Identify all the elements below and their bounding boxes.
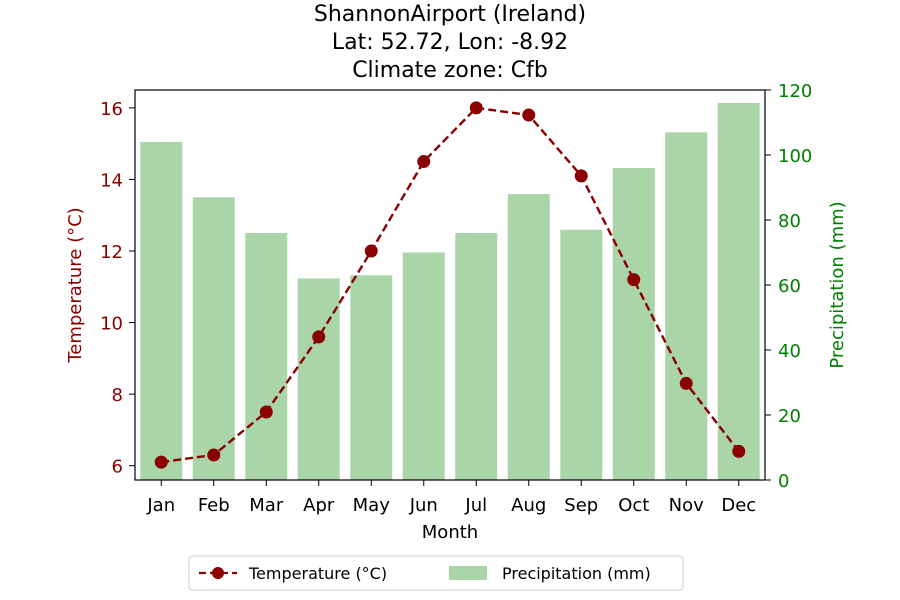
legend-precipitation-swatch bbox=[449, 566, 487, 580]
legend-box bbox=[188, 555, 684, 591]
legend-temperature-marker bbox=[212, 567, 224, 579]
precipitation-bar bbox=[402, 252, 445, 480]
legend-temperature-label: Temperature (°C) bbox=[248, 564, 387, 583]
temperature-point bbox=[417, 155, 431, 169]
left-tick-label: 10 bbox=[100, 314, 123, 335]
legend: Temperature (°C) Precipitation (mm) bbox=[188, 555, 684, 591]
temperature-point bbox=[154, 455, 168, 469]
right-axis-ticks: 0 20 40 60 80 100 120 bbox=[765, 81, 812, 492]
x-tick-label: Oct bbox=[618, 495, 649, 516]
left-tick-label: 8 bbox=[112, 385, 123, 406]
precipitation-bar bbox=[350, 275, 393, 480]
temperature-point bbox=[732, 444, 746, 458]
x-tick-label: May bbox=[353, 495, 391, 516]
temperature-point bbox=[679, 376, 693, 390]
temperature-point bbox=[207, 448, 221, 462]
temperature-point bbox=[312, 330, 326, 344]
x-axis-ticks: Jan Feb Mar Apr May Jun Jul Aug Sep Oct Nov Dec bbox=[146, 480, 756, 516]
x-tick-label: Dec bbox=[721, 495, 756, 516]
temperature-point bbox=[259, 405, 273, 419]
right-tick-label: 60 bbox=[778, 276, 801, 297]
precipitation-bar bbox=[245, 233, 288, 480]
temperature-point bbox=[364, 244, 378, 258]
left-tick-label: 12 bbox=[100, 242, 123, 263]
x-tick-label: Nov bbox=[669, 495, 704, 516]
x-axis-label: Month bbox=[422, 522, 478, 543]
left-tick-label: 6 bbox=[112, 457, 123, 478]
legend-precipitation-label: Precipitation (mm) bbox=[502, 564, 651, 583]
x-tick-label: Feb bbox=[198, 495, 230, 516]
precipitation-bar bbox=[665, 132, 708, 480]
right-tick-label: 0 bbox=[778, 471, 789, 492]
precipitation-bar bbox=[455, 233, 498, 480]
left-tick-label: 16 bbox=[100, 99, 123, 120]
chart-title: ShannonAirport (Ireland) Lat: 52.72, Lon:… bbox=[314, 2, 586, 83]
title-line: ShannonAirport (Ireland) bbox=[314, 2, 586, 27]
temperature-point bbox=[627, 273, 641, 287]
title-line: Lat: 52.72, Lon: -8.92 bbox=[332, 30, 568, 55]
x-tick-label: Sep bbox=[564, 495, 598, 516]
right-tick-label: 120 bbox=[778, 81, 812, 102]
right-tick-label: 80 bbox=[778, 211, 801, 232]
precipitation-bar bbox=[507, 194, 550, 480]
right-tick-label: 100 bbox=[778, 146, 812, 167]
right-axis-label: Precipitation (mm) bbox=[827, 201, 848, 368]
title-line: Climate zone: Cfb bbox=[352, 58, 548, 83]
right-tick-label: 40 bbox=[778, 341, 801, 362]
x-tick-label: Aug bbox=[511, 495, 546, 516]
left-tick-label: 14 bbox=[100, 170, 123, 191]
temperature-point bbox=[469, 101, 483, 115]
x-tick-label: Mar bbox=[249, 495, 284, 516]
right-tick-label: 20 bbox=[778, 406, 801, 427]
temperature-line bbox=[154, 101, 746, 469]
temperature-point bbox=[574, 169, 588, 183]
x-tick-label: Apr bbox=[303, 495, 335, 516]
precipitation-bar bbox=[560, 229, 603, 480]
precipitation-bar bbox=[612, 168, 655, 480]
x-tick-label: Jul bbox=[464, 495, 487, 516]
precipitation-bar bbox=[297, 278, 340, 480]
precipitation-bars bbox=[140, 103, 760, 480]
x-tick-label: Jun bbox=[409, 495, 438, 516]
left-axis-ticks: 6 8 10 12 14 16 bbox=[100, 99, 135, 478]
precipitation-bar bbox=[717, 103, 760, 480]
precipitation-bar bbox=[140, 142, 183, 480]
temperature-point bbox=[522, 108, 536, 122]
precipitation-bar bbox=[192, 197, 235, 480]
left-axis-label: Temperature (°C) bbox=[65, 207, 86, 363]
x-tick-label: Jan bbox=[146, 495, 175, 516]
temperature-series-line bbox=[161, 106, 740, 464]
